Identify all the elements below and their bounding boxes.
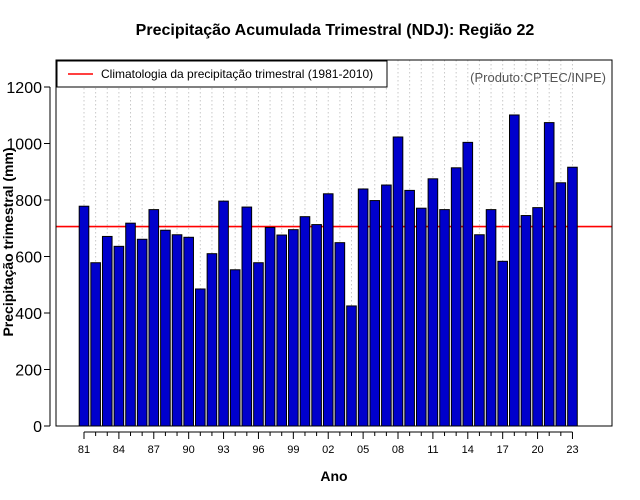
bar-13	[450, 167, 462, 427]
bar-18	[509, 114, 520, 427]
x-tick-label: 99	[287, 444, 299, 456]
bar-93	[218, 200, 229, 427]
bar-04	[346, 305, 357, 427]
x-tick-label: 84	[113, 444, 125, 456]
y-axis: 0 200 400 600 800 1000 1200	[6, 80, 51, 436]
bar-98	[276, 234, 288, 427]
bar-16	[485, 209, 497, 427]
bar-90	[183, 236, 194, 427]
x-axis-label: Ano	[320, 468, 347, 484]
bar-22	[555, 182, 567, 427]
bar-06	[369, 200, 381, 427]
bar-05	[357, 188, 369, 427]
bar-83	[101, 235, 113, 427]
bar-87	[148, 209, 160, 427]
bar-07	[381, 184, 392, 427]
x-tick-label: 05	[357, 444, 369, 456]
bar-20	[532, 207, 543, 427]
x-tick-label: 87	[148, 444, 160, 456]
x-tick-label: 81	[78, 444, 90, 456]
x-tick-label: 14	[462, 444, 474, 456]
bar-97	[264, 226, 276, 427]
bar-86	[136, 238, 148, 427]
y-tick-label: 800	[15, 193, 42, 210]
x-tick-label: 90	[183, 444, 195, 456]
bar-21	[543, 122, 555, 427]
y-tick-label: 1200	[6, 80, 42, 97]
legend-box	[56, 60, 388, 88]
bar-11	[427, 178, 439, 427]
bar-91	[195, 288, 206, 427]
bar-99	[288, 229, 299, 427]
chart-title: Precipitação Acumulada Trimestral (NDJ):…	[136, 22, 535, 39]
bar-95	[241, 206, 253, 427]
plot-frame	[55, 59, 613, 427]
x-tick-label: 08	[392, 444, 404, 456]
bar-81	[78, 205, 90, 427]
bar-19	[520, 215, 532, 427]
bar-94	[229, 269, 241, 427]
bar-89	[171, 234, 183, 427]
x-tick-label: 23	[566, 444, 578, 456]
y-tick-label: 400	[15, 306, 42, 323]
y-tick-label: 600	[15, 250, 42, 267]
legend-label: Climatologia da precipitação trimestral …	[101, 67, 373, 81]
bar-96	[253, 262, 264, 427]
bar-02	[322, 193, 334, 427]
bar-84	[113, 245, 125, 427]
y-tick-label: 1000	[6, 137, 42, 154]
bar-15	[474, 234, 485, 427]
y-tick-label: 200	[15, 363, 42, 380]
product-credit: (Produto:CPTEC/INPE)	[470, 70, 606, 85]
x-tick-label: 17	[497, 444, 509, 456]
bar-01	[311, 224, 322, 427]
bar-10	[415, 207, 427, 427]
bar-12	[439, 209, 450, 427]
bars-group	[78, 114, 578, 427]
bar-92	[206, 253, 218, 427]
legend: Climatologia da precipitação trimestral …	[56, 60, 388, 88]
bar-88	[160, 229, 171, 427]
bar-08	[392, 136, 404, 427]
x-tick-label: 96	[252, 444, 264, 456]
bar-00	[299, 216, 311, 427]
y-axis-label: Precipitação trimestral (mm)	[0, 147, 16, 336]
y-tick-label: 0	[33, 419, 42, 436]
bar-03	[334, 242, 346, 427]
bar-23	[567, 166, 578, 427]
x-axis: 81 84 87 90 93 96 99 02 05 08 11 14 17 20 23	[78, 431, 579, 456]
x-tick-label: 02	[322, 444, 334, 456]
x-tick-label: 93	[217, 444, 229, 456]
bar-09	[404, 189, 415, 427]
bar-82	[90, 262, 101, 427]
x-tick-label: 20	[531, 444, 543, 456]
x-tick-label: 11	[427, 444, 438, 456]
bar-14	[462, 141, 474, 427]
bar-17	[497, 260, 508, 427]
bar-85	[125, 222, 136, 427]
